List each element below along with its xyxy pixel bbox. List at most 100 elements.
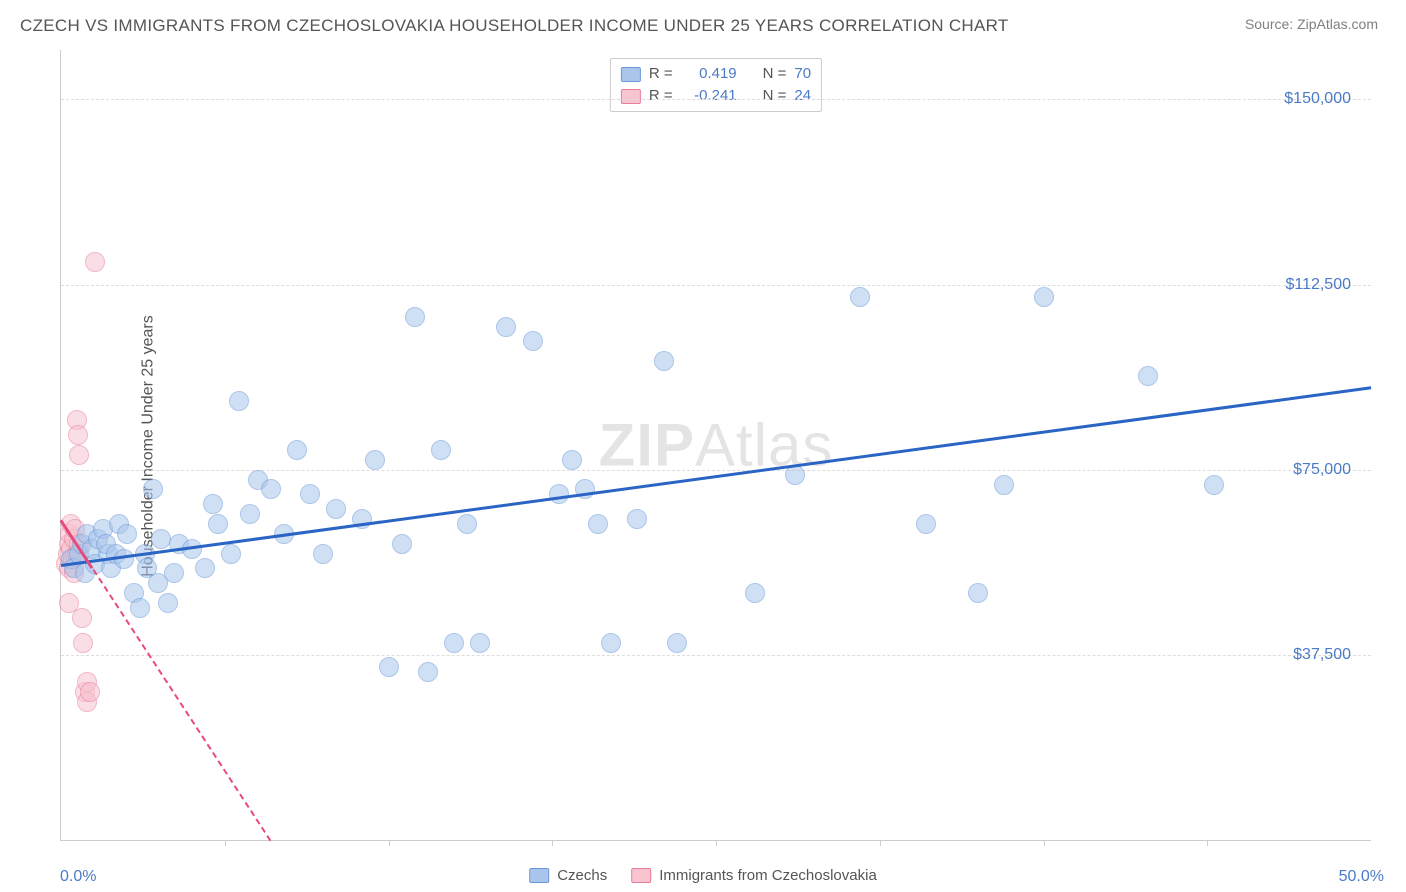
scatter-point [1034, 287, 1054, 307]
scatter-point [80, 682, 100, 702]
scatter-point [73, 633, 93, 653]
bottom-legend: Czechs Immigrants from Czechoslovakia [529, 867, 877, 884]
scatter-point [365, 450, 385, 470]
scatter-point [994, 475, 1014, 495]
scatter-point [916, 514, 936, 534]
trend-line [61, 386, 1371, 566]
scatter-point [444, 633, 464, 653]
y-tick-label: $75,000 [1293, 461, 1351, 479]
scatter-point [164, 563, 184, 583]
scatter-point [562, 450, 582, 470]
x-tick [1044, 840, 1045, 846]
scatter-point [75, 682, 95, 702]
scatter-point [627, 509, 647, 529]
scatter-point [418, 662, 438, 682]
scatter-point [240, 504, 260, 524]
scatter-point [654, 351, 674, 371]
swatch-czechs [621, 67, 641, 82]
stat-r-value: 0.419 [681, 63, 737, 85]
scatter-point [58, 544, 78, 564]
scatter-point [137, 558, 157, 578]
scatter-point [69, 445, 89, 465]
scatter-point [392, 534, 412, 554]
scatter-point [77, 672, 97, 692]
x-axis-max-label: 50.0% [1339, 868, 1384, 886]
scatter-point [287, 440, 307, 460]
scatter-point [229, 391, 249, 411]
scatter-point [143, 479, 163, 499]
stat-n-value: 70 [794, 63, 811, 85]
scatter-point [667, 633, 687, 653]
scatter-point [575, 479, 595, 499]
scatter-point [158, 593, 178, 613]
scatter-point [523, 331, 543, 351]
legend-label: Czechs [557, 867, 607, 884]
x-tick [389, 840, 390, 846]
scatter-point [300, 484, 320, 504]
scatter-point [101, 558, 121, 578]
scatter-point [221, 544, 241, 564]
scatter-point [248, 470, 268, 490]
x-tick [880, 840, 881, 846]
scatter-point [405, 307, 425, 327]
scatter-point [59, 593, 79, 613]
scatter-point [203, 494, 223, 514]
scatter-point [106, 544, 126, 564]
gridline [61, 655, 1371, 656]
chart-title: CZECH VS IMMIGRANTS FROM CZECHOSLOVAKIA … [20, 16, 1009, 36]
scatter-point [68, 425, 88, 445]
y-tick-label: $37,500 [1293, 646, 1351, 664]
scatter-point [601, 633, 621, 653]
scatter-point [496, 317, 516, 337]
scatter-point [470, 633, 490, 653]
scatter-point [77, 692, 97, 712]
scatter-point [64, 563, 84, 583]
scatter-point [850, 287, 870, 307]
gridline [61, 99, 1371, 100]
scatter-point [588, 514, 608, 534]
scatter-point [96, 534, 116, 554]
swatch-immigrants [631, 868, 651, 883]
scatter-point [745, 583, 765, 603]
stat-n-label: N = [763, 63, 787, 85]
scatter-point [208, 514, 228, 534]
x-tick [225, 840, 226, 846]
x-tick [1207, 840, 1208, 846]
scatter-point [261, 479, 281, 499]
stats-legend-box: R = 0.419 N = 70 R = -0.241 N = 24 [610, 58, 822, 112]
stats-row: R = 0.419 N = 70 [621, 63, 811, 85]
swatch-immigrants [621, 89, 641, 104]
y-tick-label: $112,500 [1285, 276, 1351, 294]
scatter-point [326, 499, 346, 519]
stats-row: R = -0.241 N = 24 [621, 85, 811, 107]
stat-n-label: N = [763, 85, 787, 107]
scatter-point [151, 529, 171, 549]
scatter-point [72, 608, 92, 628]
scatter-point [1204, 475, 1224, 495]
scatter-point [85, 252, 105, 272]
scatter-point [313, 544, 333, 564]
scatter-point [67, 410, 87, 430]
x-tick [716, 840, 717, 846]
plot-area: ZIPAtlas R = 0.419 N = 70 R = -0.241 N =… [60, 50, 1371, 841]
swatch-czechs [529, 868, 549, 883]
gridline [61, 470, 1371, 471]
scatter-point [109, 514, 129, 534]
legend-item: Czechs [529, 867, 607, 884]
scatter-point [148, 573, 168, 593]
scatter-point [379, 657, 399, 677]
scatter-point [431, 440, 451, 460]
scatter-point [457, 514, 477, 534]
scatter-point [1138, 366, 1158, 386]
scatter-point [93, 519, 113, 539]
x-tick [552, 840, 553, 846]
chart-source: Source: ZipAtlas.com [1245, 16, 1378, 32]
scatter-point [124, 583, 144, 603]
stat-n-value: 24 [794, 85, 811, 107]
scatter-point [77, 524, 97, 544]
scatter-point [968, 583, 988, 603]
scatter-point [195, 558, 215, 578]
x-axis-min-label: 0.0% [60, 868, 96, 886]
scatter-point [117, 524, 137, 544]
y-tick-label: $150,000 [1284, 90, 1351, 108]
